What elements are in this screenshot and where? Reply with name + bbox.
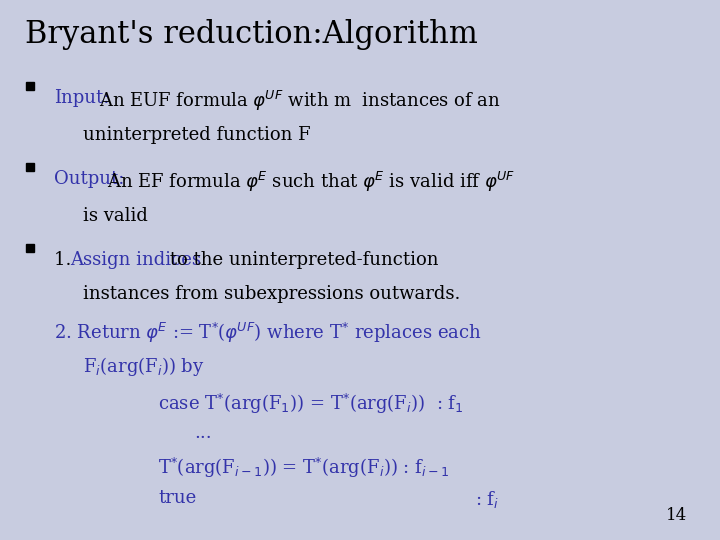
Text: T$^{*}$(arg(F$_{i-1}$)) = T$^{*}$(arg(F$_i$)) : f$_{i-1}$: T$^{*}$(arg(F$_{i-1}$)) = T$^{*}$(arg(F$… bbox=[158, 456, 450, 481]
Text: instances from subexpressions outwards.: instances from subexpressions outwards. bbox=[83, 285, 460, 302]
Text: Bryant's reduction:Algorithm: Bryant's reduction:Algorithm bbox=[25, 19, 478, 50]
Text: Output:: Output: bbox=[54, 170, 125, 188]
Text: ...: ... bbox=[194, 424, 212, 442]
Text: is valid: is valid bbox=[83, 207, 148, 225]
Text: 14: 14 bbox=[666, 507, 688, 524]
Text: Input:: Input: bbox=[54, 89, 109, 107]
Text: 2. Return $\varphi$$^{E}$ := T$^{*}$($\varphi$$^{UF}$) where T$^{*}$ replaces ea: 2. Return $\varphi$$^{E}$ := T$^{*}$($\v… bbox=[54, 321, 482, 346]
Text: An EUF formula $\varphi$$^{UF}$ with m  instances of an: An EUF formula $\varphi$$^{UF}$ with m i… bbox=[99, 89, 500, 113]
Text: uninterpreted function F: uninterpreted function F bbox=[83, 126, 310, 144]
Text: to the uninterpreted-function: to the uninterpreted-function bbox=[164, 251, 438, 269]
Text: true: true bbox=[158, 489, 197, 507]
Text: Assign indices: Assign indices bbox=[71, 251, 202, 269]
Text: An EF formula $\varphi$$^{E}$ such that $\varphi$$^{E}$ is valid iff $\varphi$$^: An EF formula $\varphi$$^{E}$ such that … bbox=[107, 170, 514, 194]
Text: 1.: 1. bbox=[54, 251, 77, 269]
Text: F$_i$(arg(F$_i$)) by: F$_i$(arg(F$_i$)) by bbox=[83, 355, 204, 378]
Text: case T$^{*}$(arg(F$_1$)) = T$^{*}$(arg(F$_i$))  : f$_1$: case T$^{*}$(arg(F$_1$)) = T$^{*}$(arg(F… bbox=[158, 392, 464, 416]
Text: : f$_i$: : f$_i$ bbox=[475, 489, 499, 510]
